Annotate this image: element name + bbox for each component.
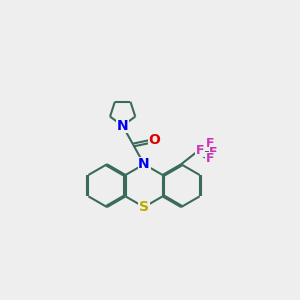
Text: F: F [206,152,214,165]
Text: N: N [138,157,150,171]
Text: F: F [195,144,204,157]
Text: F: F [206,137,214,150]
Text: F: F [209,146,218,159]
Text: O: O [148,133,160,147]
Text: N: N [117,119,128,133]
Text: S: S [139,200,149,214]
